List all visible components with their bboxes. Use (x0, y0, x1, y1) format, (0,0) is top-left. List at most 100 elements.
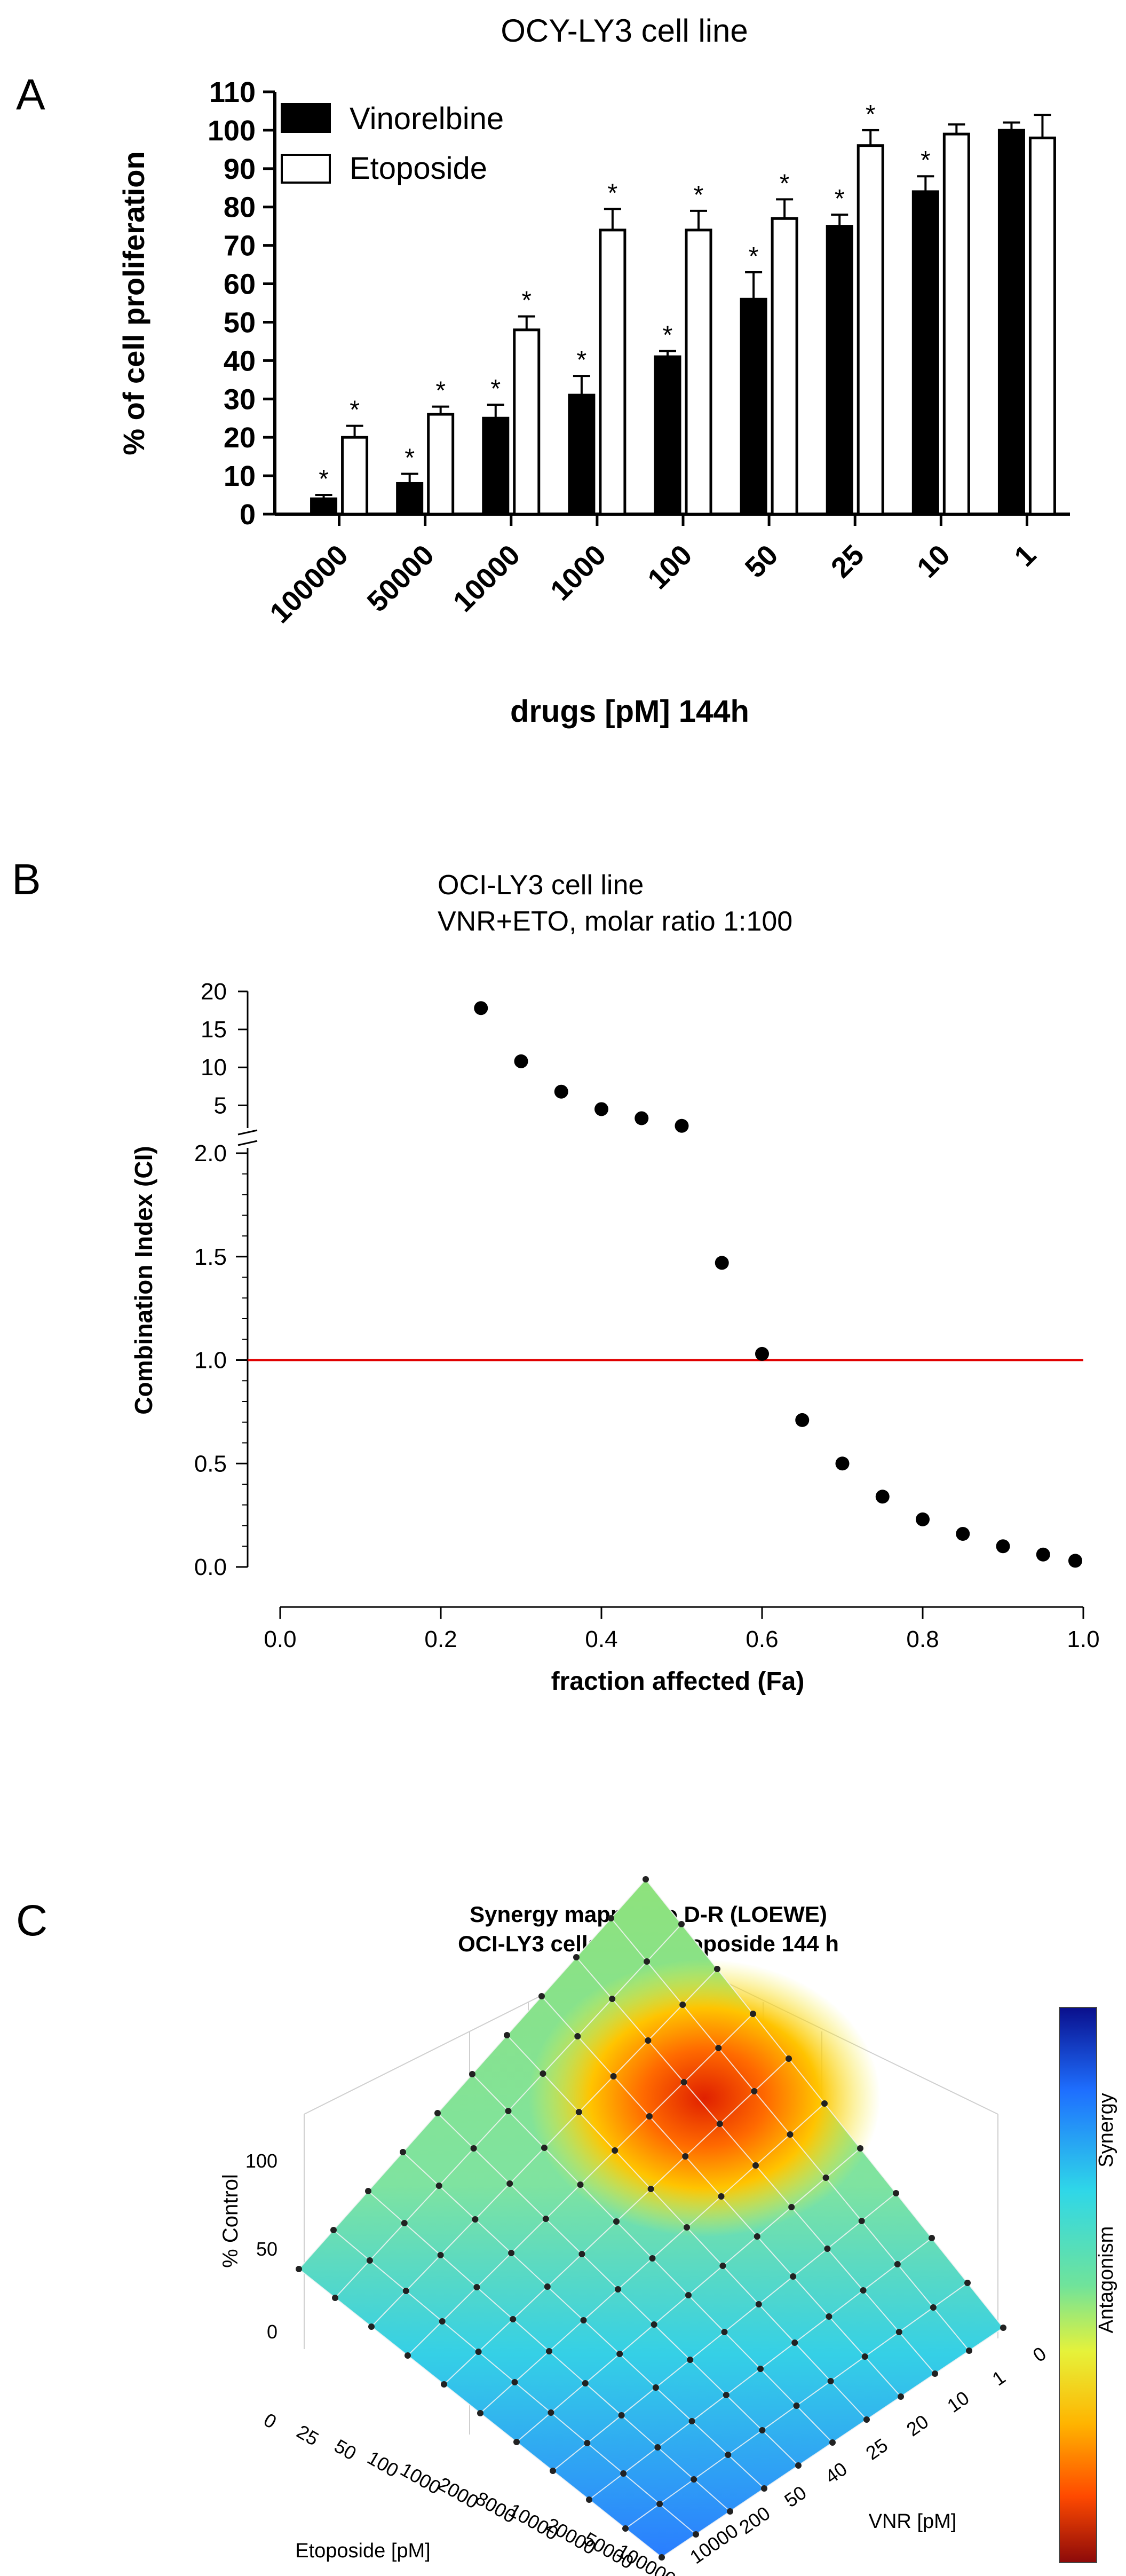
surface-data-point (538, 1993, 545, 1999)
surface-data-point (330, 2227, 337, 2233)
significance-star: * (835, 185, 845, 213)
surface-data-point (929, 2235, 935, 2241)
bar-etoposide (513, 328, 541, 516)
surface-data-point (505, 2108, 512, 2114)
surface-data-point (715, 2045, 722, 2051)
bar-etoposide (771, 217, 798, 516)
surface-data-point (759, 2427, 766, 2433)
surface-data-point (400, 2149, 406, 2155)
ci-data-point (635, 1111, 649, 1125)
surface-data-point (679, 2002, 686, 2008)
chart-b-y-label: Combination Index (CI) (130, 1146, 157, 1414)
surface-data-point (610, 2073, 617, 2079)
surface-data-point (616, 2351, 623, 2357)
vnr-tick-label: 1 (988, 2366, 1010, 2390)
surface-data-point (691, 2476, 697, 2483)
surface-data-point (821, 2100, 828, 2107)
chart-b-subtitle: VNR+ETO, molar ratio 1:100 (438, 906, 792, 937)
bar-vinorelbine (482, 416, 510, 516)
chart-b-axis-break-top (237, 1129, 258, 1136)
legend-swatch-vinorelbine (281, 103, 331, 133)
ci-data-point (474, 1001, 488, 1015)
surface-data-point (542, 2216, 549, 2222)
panel-b: B OCI-LY3 cell line VNR+ETO, molar ratio… (12, 855, 1100, 1696)
significance-star: * (350, 396, 360, 424)
chart-b-y-tick-label-upper: 5 (214, 1092, 227, 1118)
etoposide-tick-label: 100 (363, 2446, 402, 2482)
surface-data-point (721, 2329, 728, 2335)
significance-star: * (435, 377, 446, 405)
surface-data-point (824, 2246, 831, 2252)
surface-data-point (895, 2329, 902, 2335)
significance-star: * (780, 169, 790, 198)
vnr-tick-label: 25 (862, 2434, 892, 2464)
surface-data-point (654, 2444, 661, 2451)
bar-vinorelbine (826, 225, 853, 516)
bar-etoposide (857, 144, 884, 516)
chart-a-y-ticks: 0 10 20 30 40 50 60 70 80 90 100 110 (208, 76, 275, 531)
surface-data-point (755, 2301, 762, 2307)
panel-c: C Synergy mapped to D-R (LOEWE) OCI-LY3 … (16, 1876, 1117, 2576)
chart-c-z-label: % Control (219, 2174, 242, 2268)
surface-data-point (647, 2186, 654, 2192)
chart-b-y-tick-label-upper: 10 (201, 1054, 227, 1081)
legend-swatch-etoposide (281, 154, 331, 184)
surface-data-point (786, 2055, 792, 2062)
chart-a-x-tick-label: 10000 (447, 539, 527, 618)
vnr-tick-label: 20 (902, 2410, 932, 2441)
bar-vinorelbine (654, 355, 681, 516)
chart-a-y-tick-label: 20 (224, 422, 256, 454)
bar-etoposide (427, 413, 455, 516)
surface-data-point (573, 1954, 580, 1960)
surface-data-point (644, 1958, 651, 1965)
surface-data-point (477, 2410, 483, 2416)
ci-data-point (996, 1539, 1010, 1554)
etoposide-tick-label: 0 (260, 2408, 280, 2433)
significance-star: * (921, 146, 931, 175)
chart-b-title: OCI-LY3 cell line (438, 870, 644, 901)
surface-data-point (469, 2071, 475, 2077)
surface-data-point (964, 2280, 971, 2286)
chart-b-x-tick-label: 0.0 (264, 1626, 296, 1652)
surface-data-point (582, 2380, 589, 2386)
bar-vinorelbine (911, 190, 939, 516)
surface-data-point (296, 2266, 302, 2272)
surface-data-point (511, 2379, 518, 2385)
surface-data-point (795, 2462, 802, 2469)
surface-data-point (586, 2496, 592, 2503)
surface-data-point (332, 2295, 338, 2301)
surface-data-point (718, 2193, 725, 2200)
surface-data-point (861, 2353, 868, 2360)
surface-data-point (435, 2183, 442, 2189)
chart-a-x-tick-label: 100 (641, 539, 698, 595)
legend-label-vinorelbine: Vinorelbine (350, 101, 504, 136)
surface-data-point (546, 2348, 552, 2354)
significance-star: * (608, 179, 618, 207)
bar-vinorelbine (997, 129, 1025, 516)
ci-data-point (875, 1490, 890, 1504)
chart-a-y-tick-label: 0 (240, 499, 256, 531)
surface-data-point (609, 1996, 616, 2002)
ci-data-point (1068, 1554, 1082, 1568)
chart-b-y-tick-label-lower: 0.0 (194, 1554, 227, 1580)
significance-star: * (521, 287, 532, 315)
vnr-tick-label: 40 (821, 2457, 851, 2488)
bar-etoposide (685, 229, 712, 516)
surface-data-point (365, 2188, 371, 2194)
etoposide-tick-label: 25 (293, 2420, 322, 2450)
surface-data-point (788, 2204, 795, 2210)
surface-data-point (719, 2263, 726, 2269)
surface-data-point (827, 2378, 834, 2384)
surface-data-point (580, 2317, 587, 2323)
surface-data-point (472, 2216, 479, 2223)
surface-data-point (714, 1966, 720, 1972)
significance-star: * (749, 242, 759, 271)
surface-data-point (966, 2347, 972, 2354)
chart-a-x-ticks: 100000 50000 10000 1000 100 50 25 10 1 (264, 514, 1042, 629)
surface-data-point (826, 2313, 832, 2320)
chart-a-y-tick-label: 30 (224, 383, 256, 415)
chart-a-y-tick-label: 10 (224, 460, 256, 492)
surface-data-point (685, 2292, 692, 2298)
chart-a-y-tick-label: 100 (208, 115, 256, 147)
chart-a-y-tick-label: 70 (224, 230, 256, 262)
